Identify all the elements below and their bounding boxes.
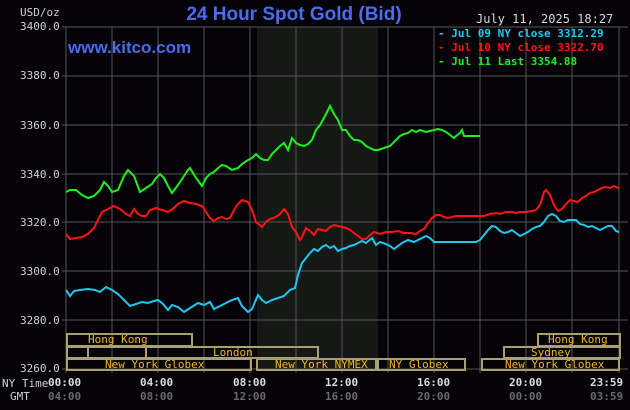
session-new-york-globex-2: New York Globex bbox=[505, 358, 605, 371]
y-tick-3300: 3300.0 bbox=[20, 265, 60, 278]
x-tick-gmt-0400: 04:00 bbox=[48, 390, 82, 403]
session-ny-globex: NY Globex bbox=[389, 358, 449, 371]
series-jul11 bbox=[65, 103, 480, 200]
legend-item-jul11: - Jul 11 Last 3354.88 bbox=[438, 55, 578, 68]
session-new-york-nymex: New York NYMEX bbox=[275, 358, 368, 371]
x-tick-gmt-2000: 20:00 bbox=[417, 390, 451, 403]
session-hong-kong-1: Hong Kong bbox=[88, 333, 148, 346]
x-tick-ny-2359: 23:59 bbox=[590, 376, 624, 389]
x-tick-ny-1200: 12:00 bbox=[325, 376, 359, 389]
chart-title: 24 Hour Spot Gold (Bid) bbox=[186, 4, 402, 25]
timestamp: July 11, 2025 18:27 bbox=[476, 12, 614, 26]
x-tick-gmt-0359: 03:59 bbox=[590, 390, 624, 403]
nymex-shade bbox=[257, 27, 378, 369]
x-tick-ny-0000: 00:00 bbox=[48, 376, 82, 389]
horizontal-gridlines bbox=[62, 26, 628, 370]
y-tick-3340: 3340.0 bbox=[20, 168, 60, 181]
brand-watermark: www.kitco.com bbox=[68, 38, 192, 57]
session-sydney: Sydney bbox=[531, 346, 571, 359]
legend-item-jul09: - Jul 09 NY close 3312.29 bbox=[438, 27, 604, 40]
y-tick-3280: 3280.0 bbox=[20, 314, 60, 327]
y-tick-3320: 3320.0 bbox=[20, 216, 60, 229]
x-tick-gmt-1200: 12:00 bbox=[233, 390, 267, 403]
session-london: London bbox=[213, 346, 253, 359]
y-tick-3380: 3380.0 bbox=[20, 69, 60, 82]
x-tick-ny-0400: 04:00 bbox=[140, 376, 174, 389]
x-tick-gmt-0800: 08:00 bbox=[140, 390, 174, 403]
legend: - Jul 09 NY close 3312.29 - Jul 10 NY cl… bbox=[438, 27, 604, 69]
y-tick-3260: 3260.0 bbox=[20, 362, 60, 375]
y-tick-3400: 3400.0 bbox=[20, 20, 60, 33]
session-hong-kong-2: Hong Kong bbox=[548, 333, 608, 346]
series-jul10 bbox=[65, 184, 619, 242]
x-tick-gmt-0000: 00:00 bbox=[509, 390, 543, 403]
vertical-gridlines bbox=[65, 27, 620, 373]
y-tick-3360: 3360.0 bbox=[20, 119, 60, 132]
x-tick-ny-2000: 20:00 bbox=[509, 376, 543, 389]
session-new-york-globex-1: New York Globex bbox=[105, 358, 205, 371]
y-axis-unit: USD/oz bbox=[20, 6, 60, 19]
x-tick-ny-1600: 16:00 bbox=[417, 376, 451, 389]
market-sessions: Hong Kong London New York Globex New Yor… bbox=[66, 333, 621, 371]
gmt-label: GMT bbox=[10, 390, 30, 403]
series-jul09 bbox=[65, 212, 620, 314]
legend-item-jul10: - Jul 10 NY close 3322.70 bbox=[438, 41, 604, 54]
x-tick-gmt-1600: 16:00 bbox=[325, 390, 359, 403]
ny-time-label: NY Time bbox=[2, 377, 49, 390]
x-tick-ny-0800: 08:00 bbox=[233, 376, 267, 389]
